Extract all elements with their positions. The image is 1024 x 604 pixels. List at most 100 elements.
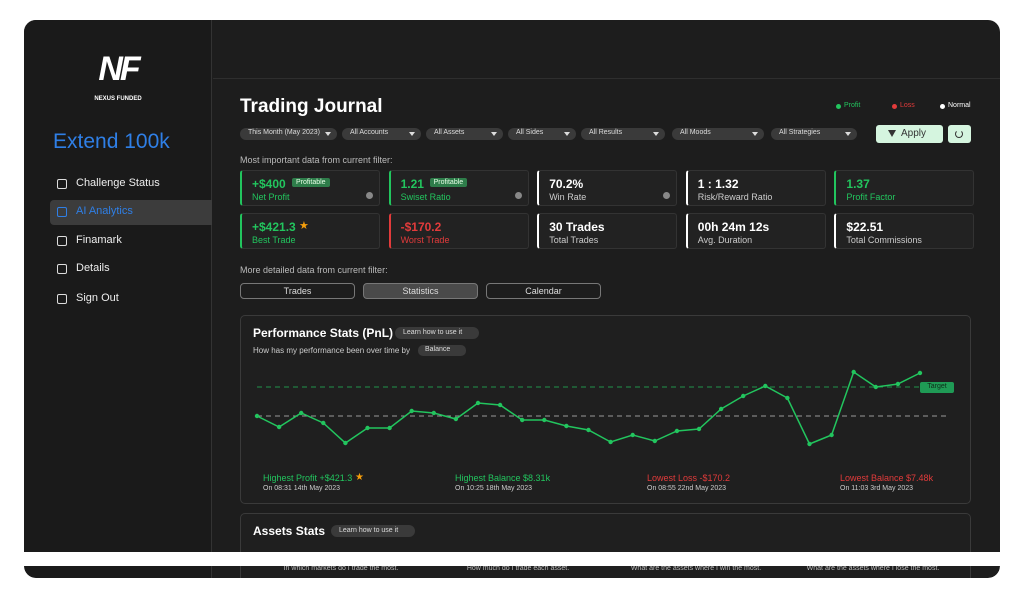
section-subtitle: What are the assets where I lose the mos… bbox=[806, 565, 940, 572]
stat-card: 1.37 Profit Factor bbox=[834, 170, 975, 206]
legend-label: Profit bbox=[844, 102, 861, 109]
info-icon bbox=[514, 192, 522, 199]
tab-label: Statistics bbox=[402, 286, 439, 296]
filter-dropdown[interactable]: All Sides bbox=[508, 128, 576, 140]
stat-card: -$170.2 Worst Trade bbox=[388, 213, 529, 249]
highlight-label: Highest Profit +$421.3 bbox=[263, 473, 353, 483]
filter-icon bbox=[888, 130, 896, 137]
caret bbox=[491, 132, 497, 136]
page-title: Trading Journal bbox=[240, 96, 383, 117]
menu-icon bbox=[57, 207, 67, 217]
stat-label: Risk/Reward Ratio bbox=[697, 192, 773, 202]
performance-question: How has my performance been over time by bbox=[253, 346, 410, 355]
filter-dropdown[interactable]: This Month (May 2023) bbox=[240, 128, 337, 140]
stat-value: 30 Trades bbox=[549, 220, 605, 234]
stat-label: Worst Trade bbox=[400, 235, 450, 245]
filter-label: All Accounts bbox=[350, 129, 389, 136]
section-title: Profit Contribution bbox=[655, 553, 737, 564]
tab-button[interactable]: Statistics bbox=[363, 283, 478, 299]
highlight-date: On 10:25 18th May 2023 bbox=[455, 485, 533, 492]
tab-button[interactable]: Calendar bbox=[486, 283, 601, 299]
reset-button[interactable] bbox=[948, 125, 971, 143]
apply-label: Apply bbox=[901, 128, 927, 139]
stat-value: 70.2% bbox=[549, 177, 584, 191]
section-subtitle: In which markets do I trade the most. bbox=[283, 565, 399, 572]
logo: NF bbox=[98, 50, 140, 88]
stat-value: +$400 bbox=[252, 177, 286, 191]
menu-item[interactable]: Sign Out bbox=[76, 292, 119, 304]
stat-label: Best Trade bbox=[252, 235, 296, 245]
stat-value: $22.51 bbox=[846, 220, 884, 234]
stat-value: 1 : 1.32 bbox=[697, 177, 739, 191]
legend-dot bbox=[892, 104, 897, 109]
balance-dropdown[interactable]: Balance bbox=[418, 345, 466, 356]
legend-label: Normal bbox=[948, 102, 971, 109]
tab-button[interactable]: Trades bbox=[240, 283, 355, 299]
stat-card: 00h 24m 12s Avg. Duration bbox=[685, 213, 826, 249]
stat-label: Avg. Duration bbox=[697, 235, 753, 245]
filter-dropdown[interactable]: All Moods bbox=[672, 128, 764, 140]
stat-card: 1 : 1.32 Risk/Reward Ratio bbox=[685, 170, 826, 206]
caret bbox=[653, 132, 659, 136]
stat-value: 1.37 bbox=[846, 177, 870, 191]
section-title: Market Allocation bbox=[302, 553, 380, 564]
menu-item[interactable]: Finamark bbox=[76, 234, 122, 246]
filter-label: All Assets bbox=[434, 129, 465, 136]
filter-dropdown[interactable]: All Results bbox=[581, 128, 665, 140]
menu-icon bbox=[57, 264, 67, 274]
filter-dropdown[interactable]: All Assets bbox=[426, 128, 503, 140]
section-title: Asset Allocation bbox=[482, 553, 554, 564]
filter-dropdown[interactable]: All Strategies bbox=[771, 128, 857, 140]
help-label: Learn how to use it bbox=[339, 527, 399, 534]
stat-label: Net Profit bbox=[252, 192, 290, 202]
menu-icon bbox=[57, 236, 67, 246]
filter-dropdown[interactable]: All Accounts bbox=[342, 128, 421, 140]
star-icon: ★ bbox=[299, 220, 309, 232]
stat-label: Profit Factor bbox=[846, 192, 896, 202]
stat-value: 1.21 bbox=[400, 177, 424, 191]
top-bar-divider bbox=[213, 78, 1000, 79]
stat-value: -$170.2 bbox=[400, 220, 442, 234]
help-pill[interactable]: Learn how to use it bbox=[395, 327, 479, 339]
brand: NEXUS FUNDED bbox=[94, 96, 142, 102]
target-label: Target bbox=[927, 383, 947, 390]
filter-label: All Strategies bbox=[779, 129, 821, 136]
panel-bottom-mask bbox=[0, 578, 1024, 604]
summary-heading: Most important data from current filter: bbox=[240, 155, 393, 165]
stat-label: Total Trades bbox=[549, 235, 599, 245]
apply-button[interactable]: Apply bbox=[876, 125, 943, 143]
menu-active-bg bbox=[50, 200, 212, 225]
section-subtitle: What are the assets where I win the most… bbox=[630, 565, 762, 572]
performance-title: Performance Stats (PnL) bbox=[253, 326, 394, 340]
legend-dot bbox=[940, 104, 945, 109]
stat-card: 1.21 Profitable Swiset Ratio bbox=[388, 170, 529, 206]
highlight-date: On 08:55 22nd May 2023 bbox=[647, 485, 727, 492]
menu-item[interactable]: AI Analytics bbox=[76, 205, 133, 217]
account-name: Extend 100k bbox=[53, 130, 170, 153]
filter-label: All Sides bbox=[516, 129, 544, 136]
caret bbox=[752, 132, 758, 136]
caret bbox=[325, 132, 331, 136]
filter-label: All Moods bbox=[680, 129, 711, 136]
menu-icon bbox=[57, 294, 67, 304]
stat-card: 30 Trades Total Trades bbox=[537, 213, 678, 249]
sidebar bbox=[24, 20, 212, 578]
stat-badge: Profitable bbox=[429, 178, 468, 187]
stat-card: 70.2% Win Rate bbox=[537, 170, 678, 206]
highlight-label: Lowest Balance $7.48k bbox=[840, 473, 934, 483]
stat-label: Swiset Ratio bbox=[400, 192, 451, 202]
filter-label: This Month (May 2023) bbox=[248, 129, 320, 136]
stat-value: 00h 24m 12s bbox=[697, 220, 770, 234]
highlight-label: Lowest Loss -$170.2 bbox=[647, 473, 731, 483]
highlight-label: Highest Balance $8.31k bbox=[455, 473, 551, 483]
menu-icon bbox=[57, 179, 67, 189]
menu-item[interactable]: Challenge Status bbox=[76, 177, 160, 189]
highlight-date: On 11:03 3rd May 2023 bbox=[840, 485, 914, 492]
help-pill[interactable]: Learn how to use it bbox=[331, 525, 415, 537]
details-heading: More detailed data from current filter: bbox=[240, 265, 388, 275]
tab-label: Calendar bbox=[525, 286, 562, 296]
caret bbox=[409, 132, 415, 136]
menu-item[interactable]: Details bbox=[76, 262, 110, 274]
